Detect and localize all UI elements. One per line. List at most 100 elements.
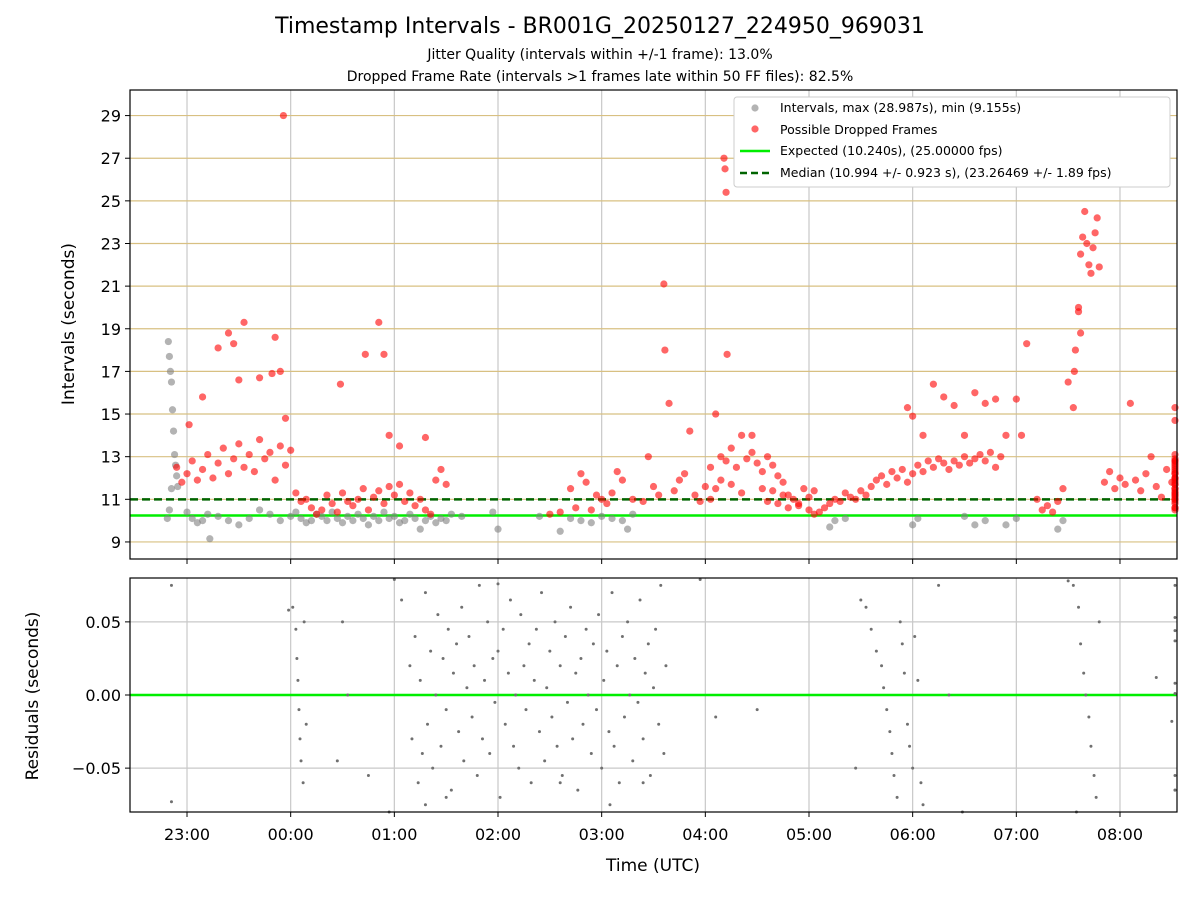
interval-point [188,514,196,523]
dropped-frame-point [1059,485,1067,493]
residual-point [1071,583,1075,587]
interval-point [364,521,373,529]
dropped-frame-point [250,467,258,476]
dropped-frame-point [287,446,295,454]
dropped-frame-point [1137,487,1145,495]
dropped-frame-point [198,465,207,474]
residual-point [423,591,427,595]
residual-point [446,627,450,631]
residual-point [574,671,578,675]
top-panel-frame [129,89,1178,560]
dropped-frame-point [950,401,958,410]
interval-point [287,512,295,520]
residual-point [400,598,404,602]
interval-point [297,514,305,523]
dropped-frame-point [240,463,248,471]
dropped-frame-point [271,476,279,484]
interval-point [183,508,191,516]
residual-point [491,656,495,660]
dropped-frame-point [898,465,906,474]
dropped-frame-point [706,495,715,503]
residual-point [460,605,464,609]
dropped-frame-point [279,111,288,120]
dropped-frame-point [748,448,756,457]
dropped-frame-point [971,389,979,397]
residual-point [527,642,531,646]
residual-point [586,693,590,697]
residual-point [913,635,917,638]
interval-point [375,517,383,525]
interval-point [458,512,466,520]
residual-point [1173,788,1177,792]
dropped-frame-point [587,506,595,514]
residual-point [483,678,487,682]
dropped-frame-point [675,476,684,484]
residual-point [524,708,528,712]
dropped-frame-point [743,455,751,463]
dropped-frame-point [903,404,912,412]
interval-point [370,512,378,520]
dropped-frame-point [442,480,450,488]
x-tick-label: 08:00 [1097,825,1143,844]
dropped-frame-point [198,393,207,401]
dropped-frame-point [1111,485,1119,493]
dropped-frame-point [1157,493,1166,501]
dropped-frame-point [385,431,393,439]
dropped-frame-point [302,495,310,503]
residual-point [532,678,536,682]
residual-point [529,781,533,785]
dropped-frame-point [722,188,730,196]
dropped-frame-point [1012,395,1020,403]
dropped-frame-point [774,472,782,480]
x-tick-label: 23:00 [164,825,210,844]
residual-point [643,671,647,675]
dropped-frame-point [1106,467,1114,476]
dropped-frame-point [909,412,917,420]
residual-point [937,583,941,587]
dropped-frame-point [914,461,922,469]
residual-point [874,649,878,653]
bottom-panel-points [169,577,1177,814]
interval-point [556,527,564,535]
dropped-frame-point [437,465,445,474]
dropped-frame-point [723,350,731,358]
residual-point [657,722,661,726]
residual-point [297,708,301,712]
residual-point [652,686,655,690]
dropped-frame-point [214,459,222,467]
residual-point [304,722,308,726]
legend-marker-intervals [751,104,759,112]
interval-point [629,510,637,518]
dropped-frame-point [696,497,704,506]
interval-point [380,508,388,516]
x-tick-label: 02:00 [475,825,521,844]
interval-point [168,406,177,414]
residual-point [905,722,909,726]
residual-point [420,752,424,755]
residual-point [543,759,547,763]
dropped-frame-point [1076,329,1085,337]
dropped-frame-point [1121,480,1129,488]
dropped-frame-point [235,376,243,384]
interval-point [344,512,352,520]
dropped-frame-point [784,504,792,512]
residual-point [892,773,896,777]
residual-point [302,620,306,624]
residual-point [602,678,606,682]
residual-point [1097,620,1101,624]
dropped-frame-point [1091,229,1099,237]
dropped-frame-point [929,380,937,388]
residual-point [579,656,583,660]
residual-point [436,613,440,617]
interval-point [198,517,207,525]
interval-point [447,510,455,518]
residual-point [1092,773,1096,777]
residual-point [890,752,894,755]
dropped-frame-point [1095,263,1103,271]
interval-point [494,525,502,533]
dropped-frame-point [1083,239,1091,248]
chart-subtitle-dropped: Dropped Frame Rate (intervals >1 frames … [346,69,854,85]
residual-point [947,693,951,697]
residual-point [662,752,666,755]
dropped-frame-point [1076,250,1085,258]
